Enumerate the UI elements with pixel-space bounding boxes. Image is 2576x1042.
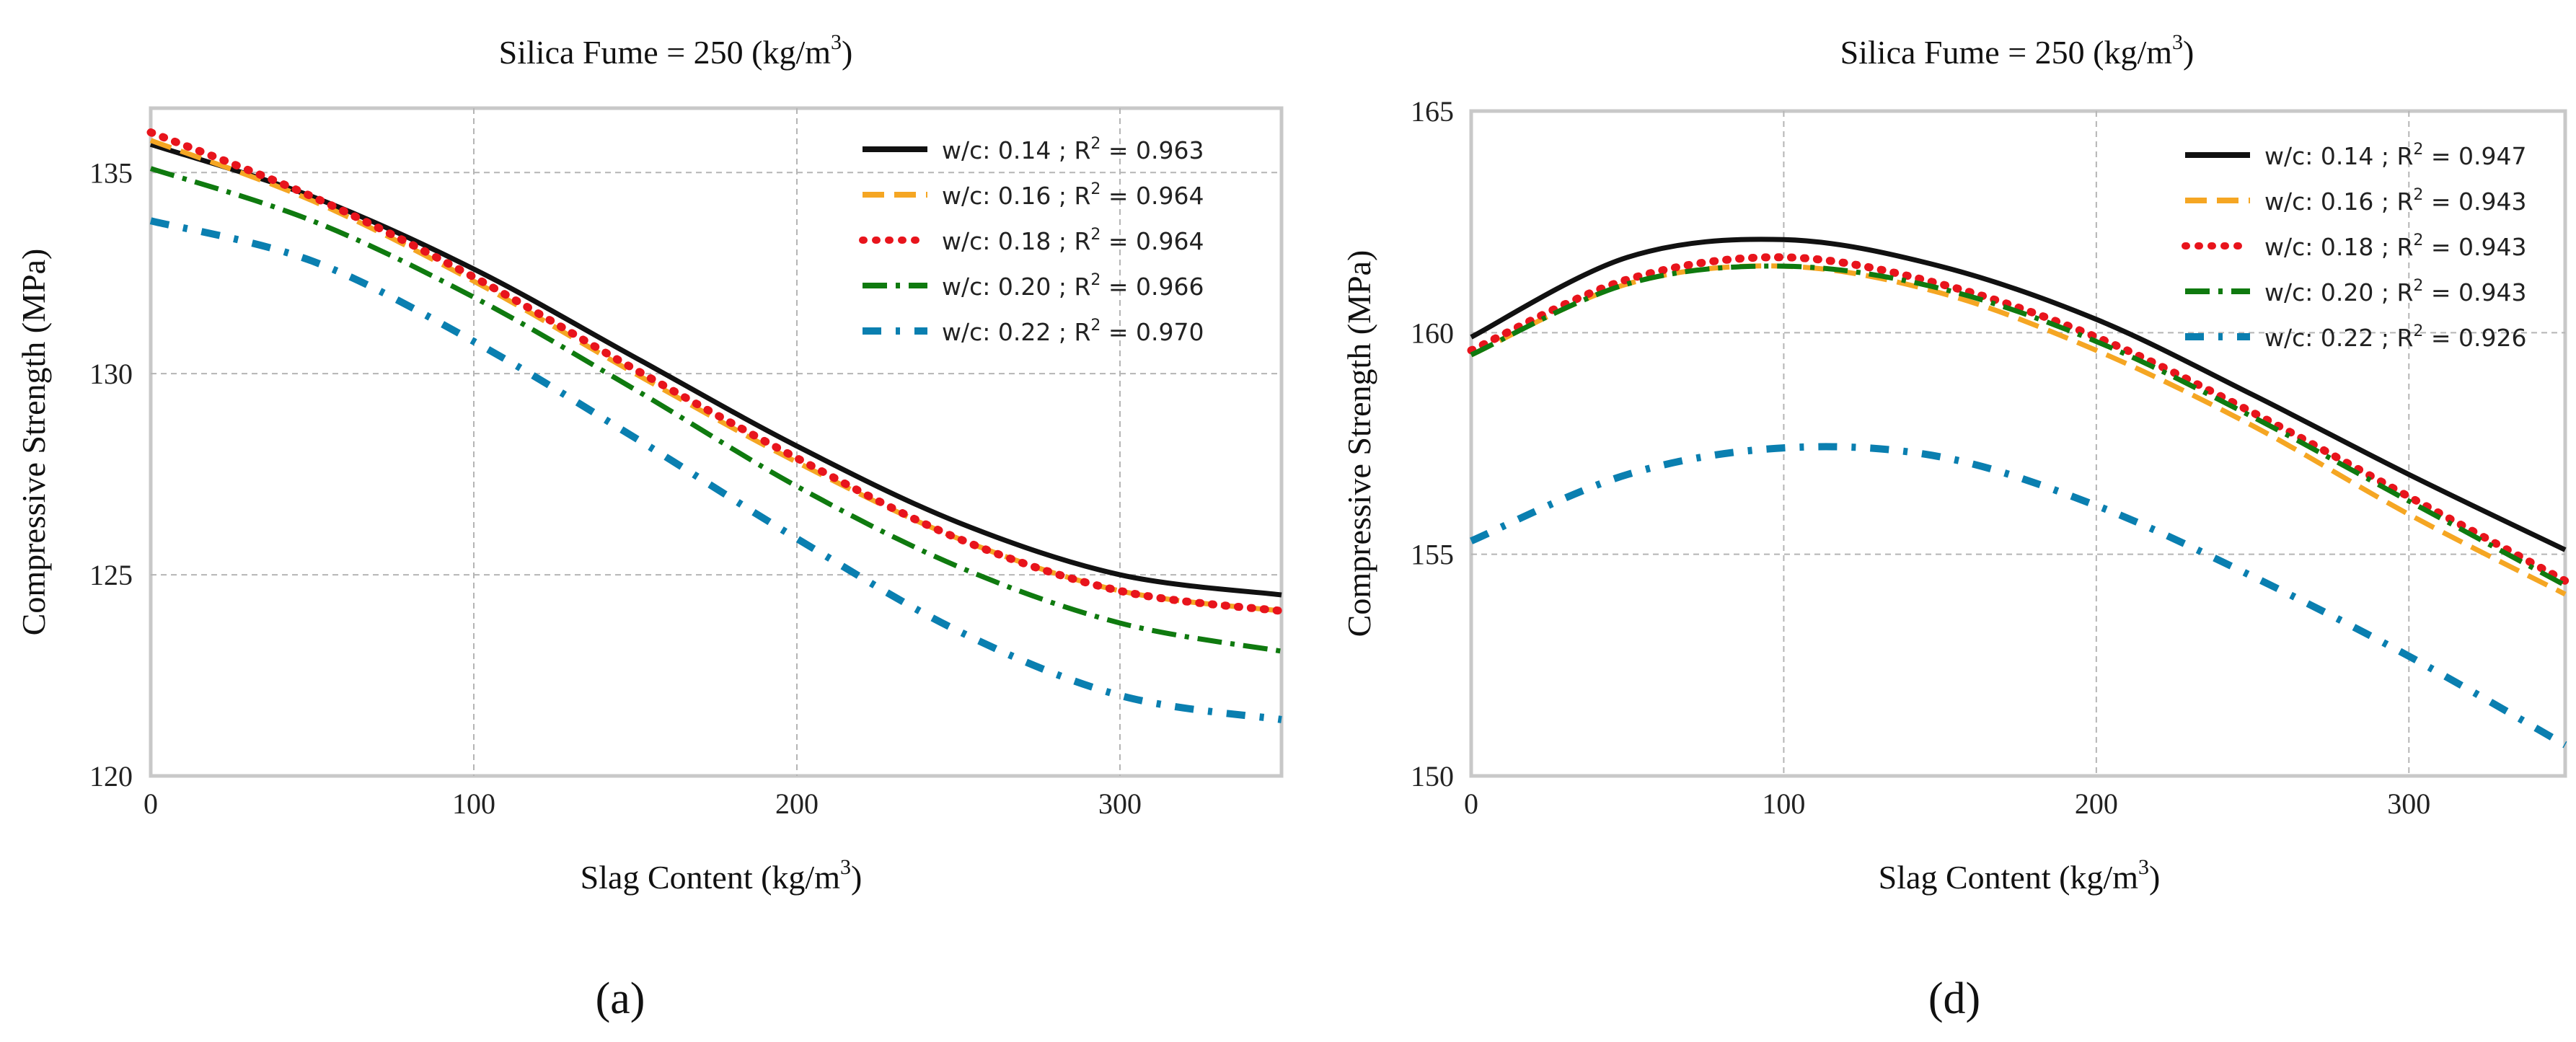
panel-a: Silica Fume = 250 (kg/m3) 120 125 130 13… xyxy=(15,30,1286,1023)
legend-label: w/c: 0.20 ; R2 = 0.966 xyxy=(942,271,1204,301)
panel-a-title: Silica Fume = 250 (kg/m3) xyxy=(499,30,853,71)
legend-label: w/c: 0.22 ; R2 = 0.970 xyxy=(942,317,1204,346)
series-line-0-16 xyxy=(1470,263,2567,597)
panel-a-y-axis-label: Compressive Strength (MPa) xyxy=(15,249,52,636)
legend-label: w/c: 0.20 ; R2 = 0.943 xyxy=(2264,277,2527,306)
panel-d-x-axis-label: Slag Content (kg/m3) xyxy=(1879,855,2161,896)
panel-a-legend: w/c: 0.14 ; R2 = 0.963 w/c: 0.16 ; R2 = … xyxy=(859,135,1204,346)
panel-a-gridlines xyxy=(151,108,1282,776)
panel-d-title: Silica Fume = 250 (kg/m3) xyxy=(1840,30,2195,71)
panel-a-x-tick-label: 200 xyxy=(775,787,819,820)
panel-a-y-tick-label: 120 xyxy=(89,760,133,792)
legend-entry: w/c: 0.16 ; R2 = 0.943 xyxy=(2185,186,2527,216)
series-line-0-22 xyxy=(149,217,1282,723)
legend-entry: w/c: 0.18 ; R2 = 0.943 xyxy=(2182,231,2527,261)
legend-entry: w/c: 0.16 ; R2 = 0.964 xyxy=(863,180,1204,210)
legend-entry: w/c: 0.22 ; R2 = 0.970 xyxy=(863,317,1204,346)
panel-a-series xyxy=(146,128,1286,723)
series-line-0-18 xyxy=(1467,253,2570,585)
panel-d-plot-frame xyxy=(1469,109,2567,778)
panel-d-y-tick-label: 155 xyxy=(1411,539,1454,571)
legend-label: w/c: 0.14 ; R2 = 0.947 xyxy=(2264,141,2527,170)
panel-a-plot-frame xyxy=(149,106,1284,778)
panel-d-x-tick-label: 300 xyxy=(2387,787,2430,820)
legend-label: w/c: 0.14 ; R2 = 0.963 xyxy=(942,135,1204,164)
panel-d-label: (d) xyxy=(1928,974,1980,1023)
panel-d-series xyxy=(1467,237,2570,749)
panel-d-gridlines xyxy=(1471,111,2565,776)
legend-entry: w/c: 0.20 ; R2 = 0.966 xyxy=(863,271,1204,301)
panel-d-x-tick-label: 100 xyxy=(1762,787,1805,820)
legend-label: w/c: 0.18 ; R2 = 0.943 xyxy=(2264,231,2527,261)
legend-label: w/c: 0.16 ; R2 = 0.964 xyxy=(942,180,1204,210)
series-line-0-22 xyxy=(1470,443,2567,749)
legend-label: w/c: 0.22 ; R2 = 0.926 xyxy=(2264,322,2527,352)
legend-label: w/c: 0.16 ; R2 = 0.943 xyxy=(2264,186,2527,216)
series-line-0-18 xyxy=(146,128,1286,615)
panel-d-y-tick-label: 165 xyxy=(1411,95,1454,128)
series-line-0-20 xyxy=(149,166,1282,654)
legend-entry: w/c: 0.22 ; R2 = 0.926 xyxy=(2185,322,2527,352)
panel-a-y-tick-label: 125 xyxy=(89,559,133,591)
panel-d-legend: w/c: 0.14 ; R2 = 0.947 w/c: 0.16 ; R2 = … xyxy=(2182,141,2527,352)
panel-d-y-tick-label: 150 xyxy=(1411,760,1454,792)
panel-d-y-axis-label: Compressive Strength (MPa) xyxy=(1341,250,1377,637)
panel-d-x-tick-label: 200 xyxy=(2075,787,2118,820)
legend-entry: w/c: 0.14 ; R2 = 0.947 xyxy=(2185,141,2527,170)
panel-d-y-tick-label: 160 xyxy=(1411,317,1454,349)
panel-d: Silica Fume = 250 (kg/m3) 150 155 160 16… xyxy=(1341,30,2570,1023)
panel-a-x-axis-label: Slag Content (kg/m3) xyxy=(581,855,863,896)
panel-a-x-tick-label: 100 xyxy=(452,787,495,820)
legend-entry: w/c: 0.20 ; R2 = 0.943 xyxy=(2185,277,2527,306)
series-line-0-14 xyxy=(1470,237,2567,552)
panel-a-label: (a) xyxy=(596,974,645,1023)
panel-a-x-tick-label: 0 xyxy=(144,787,158,820)
legend-entry: w/c: 0.14 ; R2 = 0.963 xyxy=(863,135,1204,164)
series-line-0-20 xyxy=(1470,263,2567,588)
panel-d-x-tick-label: 0 xyxy=(1464,787,1478,820)
panel-a-y-tick-label: 135 xyxy=(89,156,133,189)
legend-entry: w/c: 0.18 ; R2 = 0.964 xyxy=(859,226,1204,255)
panel-a-y-tick-label: 130 xyxy=(89,358,133,390)
legend-label: w/c: 0.18 ; R2 = 0.964 xyxy=(942,226,1204,255)
panel-a-x-tick-label: 300 xyxy=(1098,787,1142,820)
